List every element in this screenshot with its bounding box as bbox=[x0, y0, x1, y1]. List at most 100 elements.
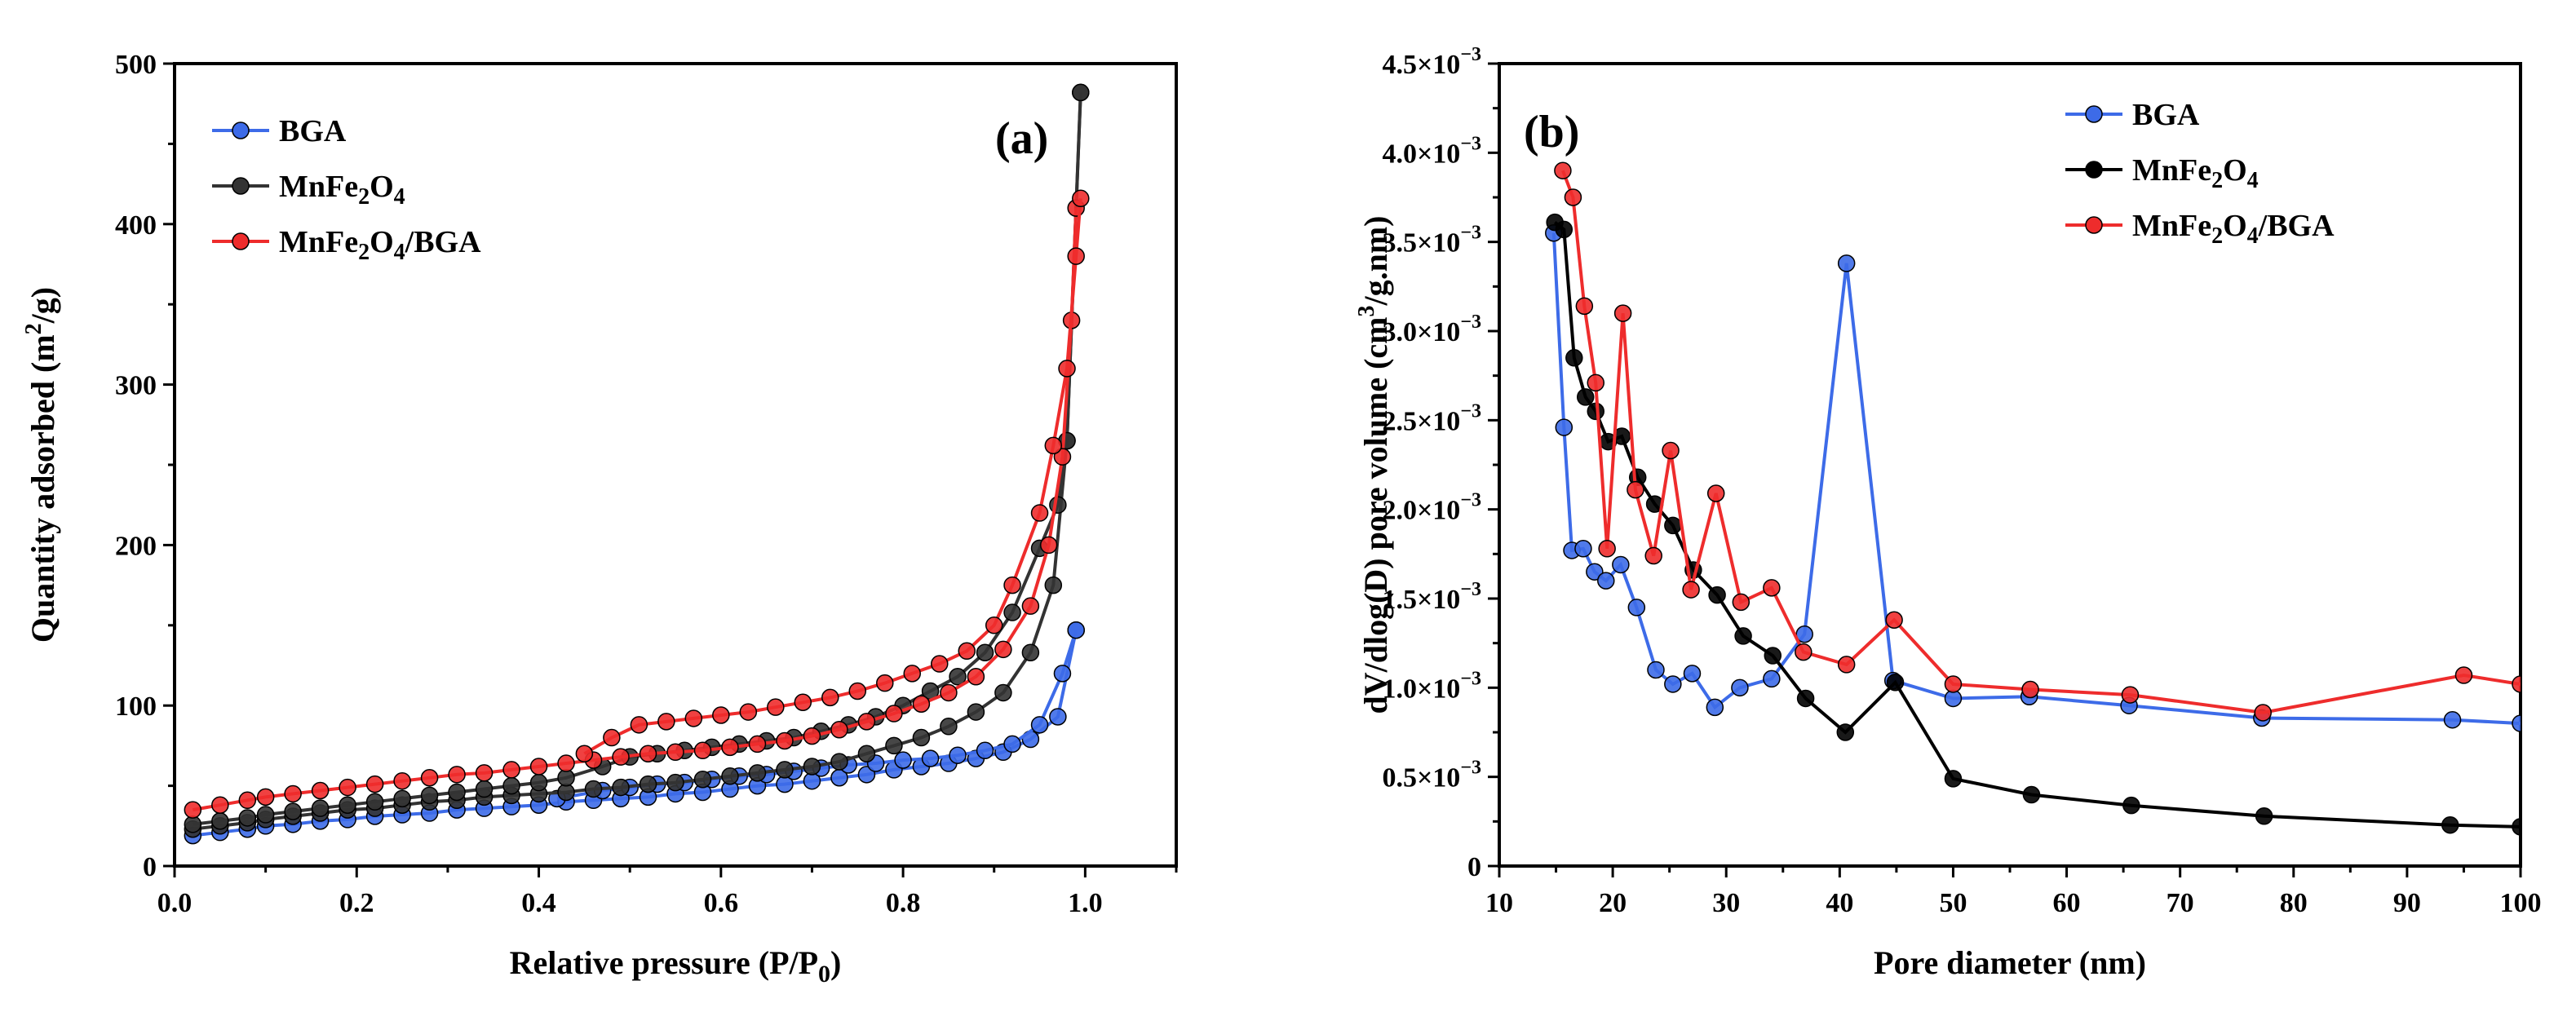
data-point-mnfe2o4-bga bbox=[184, 801, 202, 819]
y-tick-label: 4.0×10−3 bbox=[1382, 133, 1481, 169]
legend-marker-bga bbox=[232, 122, 250, 139]
x-tick-label: 0.4 bbox=[521, 888, 556, 918]
series-layer bbox=[1545, 161, 2521, 836]
data-point-bga bbox=[1627, 599, 1646, 616]
data-point-bga bbox=[2512, 714, 2521, 732]
data-point-mnfe2o4-bga bbox=[1044, 436, 1063, 455]
y-tick-label: 2.5×10−3 bbox=[1382, 400, 1481, 436]
data-point-mnfe2o4-bga bbox=[994, 640, 1012, 659]
x-tick-label: 0.2 bbox=[339, 888, 374, 918]
data-point-mnfe2o4-bga bbox=[2121, 686, 2140, 704]
x-tick-label: 90 bbox=[2393, 888, 2421, 918]
data-point-mnfe2o4 bbox=[1072, 83, 1090, 102]
data-point-bga bbox=[1003, 735, 1021, 753]
data-point-bga bbox=[921, 749, 940, 767]
data-point-mnfe2o4 bbox=[994, 683, 1012, 702]
data-point-bga bbox=[1030, 716, 1049, 734]
data-point-mnfe2o4 bbox=[1049, 496, 1067, 514]
data-point-mnfe2o4 bbox=[365, 793, 384, 811]
data-point-mnfe2o4 bbox=[666, 773, 684, 792]
legend-marker-mnfe2o4-bga bbox=[2085, 216, 2103, 234]
data-point-mnfe2o4-bga bbox=[1039, 536, 1058, 555]
data-point-mnfe2o4-bga bbox=[475, 764, 494, 782]
data-point-mnfe2o4-bga bbox=[803, 727, 821, 745]
data-point-mnfe2o4 bbox=[1734, 627, 1752, 645]
y-tick-label: 300 bbox=[115, 371, 157, 401]
data-point-bga bbox=[1647, 661, 1665, 679]
data-point-mnfe2o4-bga bbox=[1763, 579, 1781, 597]
data-point-bga bbox=[1053, 665, 1072, 683]
data-point-mnfe2o4-bga bbox=[739, 703, 758, 721]
data-point-mnfe2o4-bga bbox=[612, 748, 630, 766]
data-point-mnfe2o4-bga bbox=[903, 665, 922, 683]
data-point-mnfe2o4-bga bbox=[2512, 675, 2521, 693]
data-point-mnfe2o4 bbox=[940, 718, 958, 736]
panel-label: (a) bbox=[995, 113, 1048, 164]
data-point-mnfe2o4-bga bbox=[639, 745, 657, 762]
data-point-bga bbox=[1574, 540, 1592, 558]
data-point-mnfe2o4 bbox=[885, 736, 903, 755]
x-tick-label: 80 bbox=[2280, 888, 2308, 918]
data-point-mnfe2o4 bbox=[612, 778, 630, 797]
data-point-mnfe2o4 bbox=[803, 758, 821, 776]
data-point-mnfe2o4 bbox=[1796, 689, 1815, 708]
data-point-mnfe2o4 bbox=[1565, 349, 1583, 367]
x-tick-label: 1.0 bbox=[1068, 888, 1103, 918]
data-point-mnfe2o4-bga bbox=[767, 698, 785, 716]
data-point-mnfe2o4-bga bbox=[1662, 441, 1680, 460]
data-point-mnfe2o4 bbox=[776, 761, 794, 779]
data-point-mnfe2o4-bga bbox=[1554, 161, 1572, 179]
data-point-mnfe2o4-bga bbox=[1682, 581, 1700, 599]
series-line-mnfe2o4-bga-desorption bbox=[583, 198, 1082, 755]
data-point-mnfe2o4 bbox=[2512, 818, 2521, 836]
data-point-mnfe2o4-bga bbox=[748, 735, 767, 753]
y-axis-title: dV/dlog(D) pore volume (cm3/g.nm) bbox=[1354, 216, 1394, 714]
legend-label-bga: BGA bbox=[279, 114, 347, 148]
data-point-mnfe2o4-bga bbox=[603, 728, 621, 747]
data-point-mnfe2o4-bga bbox=[1072, 189, 1090, 208]
data-point-mnfe2o4-bga bbox=[1837, 656, 1856, 674]
y-axis-title: Quantity adsorbed (m2/g) bbox=[21, 287, 61, 643]
data-point-mnfe2o4 bbox=[912, 728, 931, 747]
data-point-mnfe2o4-bga bbox=[684, 709, 703, 727]
data-point-mnfe2o4-bga bbox=[238, 791, 257, 810]
x-tick-label: 20 bbox=[1599, 888, 1627, 918]
data-point-mnfe2o4-bga bbox=[821, 688, 839, 707]
y-tick-label: 2.0×10−3 bbox=[1382, 490, 1481, 526]
data-point-mnfe2o4-bga bbox=[885, 705, 903, 723]
legend-label-bga: BGA bbox=[2132, 98, 2200, 132]
x-tick-label: 0.8 bbox=[886, 888, 921, 918]
data-point-mnfe2o4 bbox=[639, 775, 657, 793]
data-point-mnfe2o4-bga bbox=[1598, 540, 1616, 558]
data-point-mnfe2o4 bbox=[211, 812, 229, 830]
data-point-mnfe2o4 bbox=[2122, 796, 2140, 815]
series-line-mnfe2o4 bbox=[1553, 221, 2521, 829]
data-point-bga bbox=[1664, 675, 1682, 693]
data-point-mnfe2o4-bga bbox=[666, 743, 684, 762]
data-point-mnfe2o4-bga bbox=[529, 758, 548, 776]
data-point-mnfe2o4-bga bbox=[284, 784, 302, 803]
data-point-bga bbox=[2443, 710, 2462, 729]
data-point-mnfe2o4 bbox=[967, 703, 985, 721]
y-tick-label: 200 bbox=[115, 531, 157, 561]
y-tick-label: 3.0×10−3 bbox=[1382, 312, 1481, 347]
data-point-mnfe2o4-bga bbox=[830, 720, 848, 739]
data-point-mnfe2o4 bbox=[2441, 815, 2459, 834]
y-tick-label: 400 bbox=[115, 210, 157, 241]
data-point-mnfe2o4-bga bbox=[930, 655, 949, 673]
legend-marker-mnfe2o4 bbox=[232, 177, 250, 195]
data-point-mnfe2o4-bga bbox=[575, 745, 594, 762]
data-point-mnfe2o4-bga bbox=[1058, 360, 1076, 378]
data-point-mnfe2o4-bga bbox=[1003, 576, 1021, 594]
data-point-mnfe2o4-bga bbox=[857, 713, 876, 731]
data-point-mnfe2o4-bga bbox=[1944, 675, 1963, 693]
data-point-mnfe2o4 bbox=[339, 796, 356, 814]
data-point-mnfe2o4 bbox=[584, 780, 603, 798]
series-line-mnfe2o4-bga bbox=[1561, 170, 2521, 714]
data-point-mnfe2o4-bga bbox=[657, 713, 675, 731]
data-point-bga bbox=[1049, 708, 1067, 726]
data-point-mnfe2o4 bbox=[393, 789, 411, 808]
legend: BGA MnFe2O4 MnFe2O4/BGA bbox=[212, 114, 481, 265]
data-point-bga bbox=[1555, 418, 1573, 436]
data-point-mnfe2o4-bga bbox=[630, 716, 648, 734]
